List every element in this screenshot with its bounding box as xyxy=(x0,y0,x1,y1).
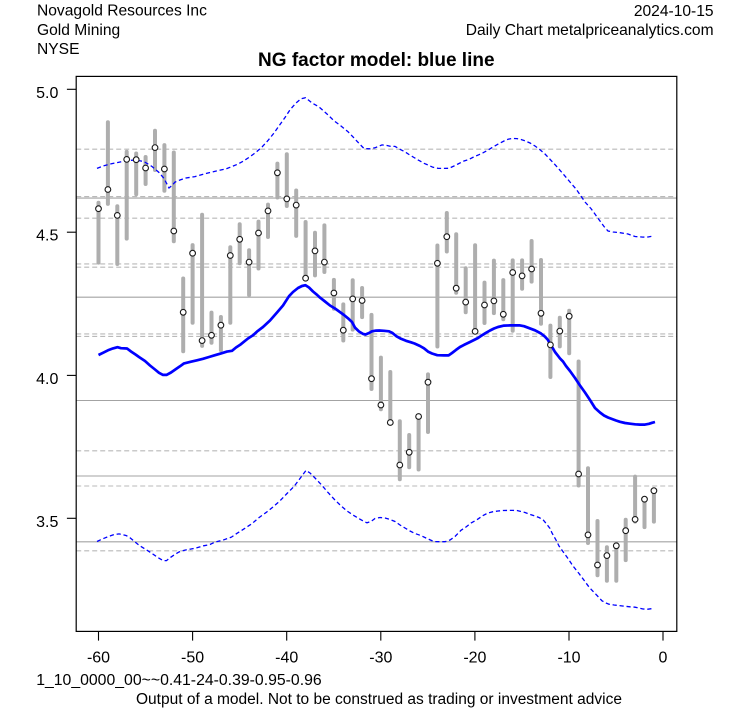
svg-text:Output of a model. Not to be c: Output of a model. Not to be construed a… xyxy=(136,691,622,708)
svg-text:4.0: 4.0 xyxy=(36,371,58,388)
svg-text:Novagold Resources Inc: Novagold Resources Inc xyxy=(37,3,207,20)
svg-text:1_10_0000_00~~0.41-24-0.39-0.9: 1_10_0000_00~~0.41-24-0.39-0.95-0.96 xyxy=(36,672,322,689)
svg-text:Gold Mining: Gold Mining xyxy=(37,22,120,39)
svg-text:-50: -50 xyxy=(181,650,204,667)
svg-text:-40: -40 xyxy=(275,650,298,667)
svg-text:NG factor model: blue line: NG factor model: blue line xyxy=(258,50,494,71)
svg-text:2024-10-15: 2024-10-15 xyxy=(634,3,714,20)
svg-text:0: 0 xyxy=(659,650,668,667)
svg-text:5.0: 5.0 xyxy=(36,85,58,102)
svg-text:3.5: 3.5 xyxy=(36,514,58,531)
svg-text:-20: -20 xyxy=(463,650,486,667)
svg-text:4.5: 4.5 xyxy=(36,228,58,245)
svg-text:-10: -10 xyxy=(557,650,580,667)
svg-text:-60: -60 xyxy=(87,650,110,667)
svg-text:-30: -30 xyxy=(369,650,392,667)
svg-text:NYSE: NYSE xyxy=(37,41,79,58)
svg-text:Daily Chart metalpriceanalytic: Daily Chart metalpriceanalytics.com xyxy=(466,22,714,39)
